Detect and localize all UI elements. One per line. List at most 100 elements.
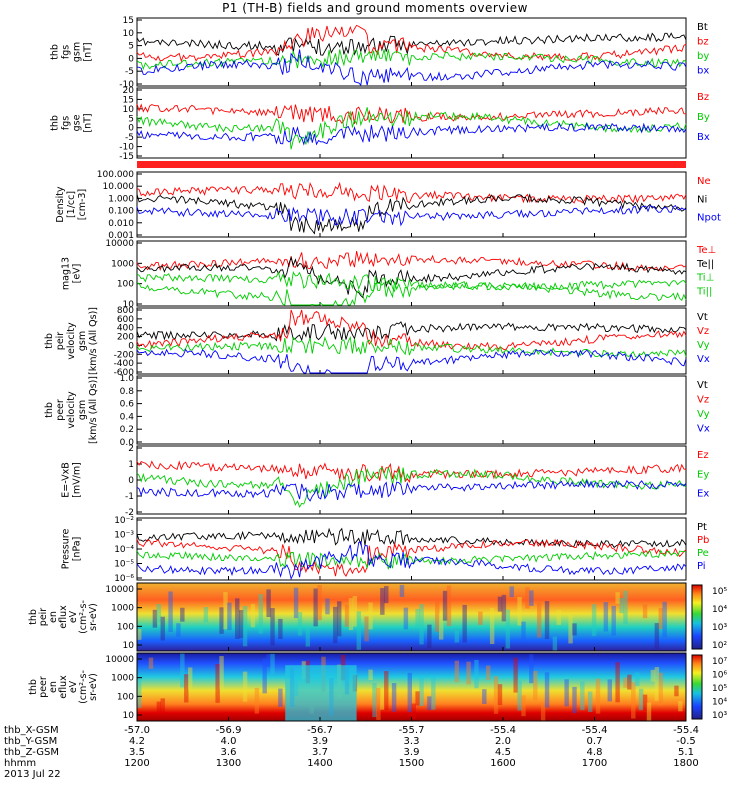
- y-axis-label: peir: [38, 608, 49, 627]
- footer-value: 4.0: [220, 736, 237, 747]
- spectrogram-column: [219, 656, 224, 689]
- y-tick-label: 0.100: [108, 207, 134, 217]
- spectrogram-column: [356, 611, 362, 650]
- footer-value: -55.4: [581, 725, 608, 736]
- spectrogram-column: [446, 585, 452, 627]
- spectrogram-column: [627, 674, 632, 690]
- spectrogram-column: [203, 607, 209, 623]
- legend-Ex: Ex: [697, 489, 709, 500]
- spectrogram-column: [266, 654, 271, 667]
- footer-value: -56.9: [215, 725, 242, 736]
- y-axis-label: velocity: [66, 322, 77, 360]
- footer-value: 3.5: [129, 747, 145, 758]
- spectrogram-column: [525, 587, 530, 609]
- legend-Bz: Bz: [697, 92, 709, 103]
- y-tick-label: -200: [114, 350, 135, 360]
- y-tick-label: 10⁻²: [114, 516, 134, 526]
- y-axis-label: thb: [50, 44, 61, 60]
- legend-bz: bz: [697, 37, 709, 48]
- spectrogram-column: [454, 630, 460, 643]
- y-axis-label: [1/cc]: [66, 191, 77, 218]
- legend-Vt: Vt: [697, 380, 708, 391]
- y-axis-label: [km/s (All Qs)]: [88, 376, 99, 444]
- y-tick-label: 800: [117, 306, 134, 316]
- spectrogram-column: [529, 590, 534, 606]
- y-axis-label: Pressure: [61, 529, 72, 570]
- spectrogram-column: [517, 597, 522, 626]
- y-tick-label: 0: [128, 124, 134, 134]
- spectrogram-column: [674, 685, 679, 697]
- y-axis-label: peer: [38, 676, 49, 698]
- spectrogram-column: [293, 587, 299, 619]
- spectrogram-peer-en: 10000 1000 100 10 thb peer en eflux eV (cm²-s-sr-…: [28, 652, 727, 722]
- spectrogram-column: [587, 691, 593, 712]
- y-tick-label: 10⁻⁴: [114, 545, 134, 555]
- y-tick-label: -600: [114, 368, 135, 378]
- y-axis-label: sr-eV): [88, 673, 99, 701]
- spectrogram-column: [572, 623, 577, 636]
- footer-row: hhmm 1200 1300 1400 1500 1600 1700 1800: [4, 758, 699, 769]
- spectrogram-column: [180, 607, 185, 622]
- spectrogram-image: [137, 653, 686, 721]
- y-tick-label: 10: [123, 641, 135, 651]
- series-line-Vy: [136, 335, 687, 359]
- y-axis-label: en: [48, 611, 59, 623]
- spectrogram-column: [619, 598, 624, 614]
- legend-Vt: Vt: [697, 312, 708, 323]
- series-line-Ey: [136, 466, 687, 508]
- legend-Pi: Pi: [697, 561, 706, 572]
- y-tick-label: -2: [125, 508, 134, 518]
- spectrogram-column: [219, 607, 224, 634]
- footer-value: 5.1: [678, 747, 694, 758]
- spectrogram-column: [137, 628, 142, 640]
- spectrogram-column: [454, 660, 460, 683]
- y-tick-label: 10000: [105, 239, 134, 249]
- y-axis-label: eV: [68, 680, 79, 693]
- footer-value: -56.7: [307, 725, 333, 736]
- spectrogram-column: [521, 695, 526, 717]
- y-tick-label: 20: [123, 86, 135, 96]
- spectrogram-column: [438, 613, 444, 640]
- spectrogram-column: [595, 678, 601, 714]
- spectrogram-column: [317, 585, 322, 621]
- legend-Ni: Ni: [697, 194, 707, 205]
- spectrogram-column: [497, 684, 503, 706]
- spectrogram-column: [521, 621, 526, 642]
- spectrogram-column: [431, 675, 436, 710]
- spectrogram-column: [662, 601, 667, 638]
- footer-row: thb_Z-GSM 3.5 3.6 3.7 3.9 4.5 4.8 5.1: [4, 747, 694, 758]
- spectrogram-column: [442, 590, 448, 621]
- spectrogram-column: [278, 618, 283, 640]
- y-axis-label: mag13: [61, 257, 72, 290]
- legend-Te: Te||: [696, 259, 714, 270]
- spectrogram-column: [348, 598, 354, 631]
- spectrogram-column: [638, 688, 644, 711]
- spectrogram-column: [533, 670, 538, 701]
- y-tick-label: 1000: [111, 604, 134, 614]
- spectrogram-column: [313, 588, 318, 627]
- spectrogram-column: [333, 606, 338, 644]
- footer-value: 3.7: [312, 747, 328, 758]
- series-line-Pb: [136, 538, 687, 577]
- legend-Ne: Ne: [697, 176, 711, 187]
- y-axis-label: thb: [44, 402, 55, 418]
- spectrogram-column: [466, 661, 471, 685]
- spectrogram-column: [384, 586, 389, 604]
- spectrogram-column: [215, 663, 220, 703]
- y-axis-label: fgs: [61, 116, 72, 130]
- y-axis-label: velocity: [66, 391, 77, 429]
- spectrogram-column: [486, 665, 491, 681]
- series-line-Bx: [136, 122, 687, 146]
- y-axis-label: eV: [68, 610, 79, 623]
- y-tick-label: 0: [128, 54, 134, 64]
- y-tick-label: -5: [125, 133, 134, 143]
- colorbar-label: 10⁴: [712, 605, 727, 615]
- spectrogram-column: [462, 604, 467, 643]
- spectrogram-column: [536, 602, 542, 638]
- spectrogram-column: [631, 682, 636, 719]
- series-line-bz: [136, 24, 687, 63]
- y-tick-label: 0.001: [108, 231, 134, 241]
- spectrogram-column: [180, 653, 185, 688]
- spectrogram-column: [156, 603, 162, 623]
